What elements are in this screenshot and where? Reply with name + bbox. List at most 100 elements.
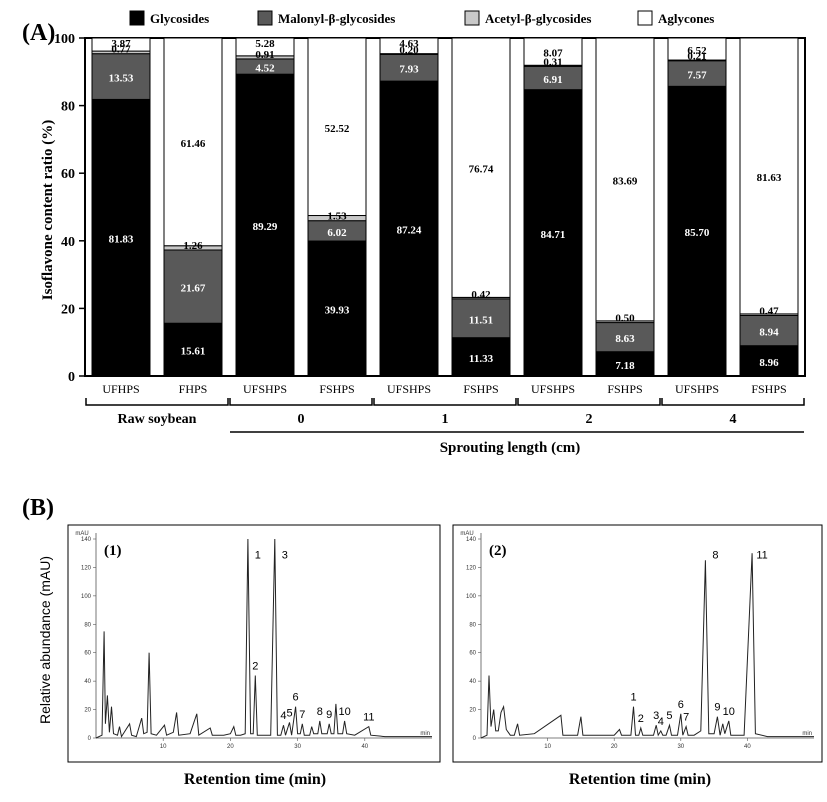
chromatogram-y-tick-label: 0 xyxy=(88,736,92,742)
bar-segment xyxy=(739,314,799,347)
bar-value-label: 15.61 xyxy=(181,346,206,358)
peak-label: 1 xyxy=(255,550,261,562)
y-tick-label: 80 xyxy=(61,100,75,115)
bar-segment xyxy=(451,337,511,377)
bar-value-label: 61.46 xyxy=(181,138,206,150)
chromatogram-y-tick-label: 60 xyxy=(469,651,476,657)
peak-label: 2 xyxy=(252,660,258,672)
chromatogram-y-axis-label: Relative abundance (mAU) xyxy=(37,556,53,724)
bar-value-label: 11.51 xyxy=(469,314,493,326)
legend-label: Acetyl-β-glycosides xyxy=(485,11,592,26)
bar-value-label: 84.71 xyxy=(541,229,566,241)
bar-segment xyxy=(307,37,367,217)
bar-value-label: 0.91 xyxy=(255,49,274,61)
group-label: 4 xyxy=(730,412,737,427)
chromatogram-y-tick-label: 140 xyxy=(81,537,92,543)
bar-value-label: 3.87 xyxy=(111,38,131,50)
chromatogram-y-unit-label: mAU xyxy=(460,531,473,537)
bar-segment xyxy=(451,37,511,298)
chromatogram-y-tick-label: 80 xyxy=(469,622,476,628)
chromatogram-y-tick-label: 20 xyxy=(84,708,91,714)
group-label: 0 xyxy=(298,412,305,427)
bar-value-label: 81.63 xyxy=(757,172,782,184)
bar-stack xyxy=(235,37,295,377)
legend-item: Glycosides xyxy=(129,10,209,26)
legend-item: Malonyl-β-glycosides xyxy=(257,10,395,26)
y-tick-label: 20 xyxy=(61,302,75,317)
bar-segment xyxy=(523,37,583,66)
peak-label: 1 xyxy=(630,692,636,704)
group-bracket xyxy=(373,398,517,406)
group-bracket xyxy=(517,398,661,406)
bar-stack xyxy=(451,37,511,377)
bar-value-label: 81.83 xyxy=(109,234,134,246)
group-label: Raw soybean xyxy=(118,412,197,427)
peak-label: 4 xyxy=(280,710,286,722)
chromatogram-trace xyxy=(480,553,814,739)
group-bracket xyxy=(229,398,373,406)
bar-value-label: 0.50 xyxy=(615,313,635,325)
legend-swatch xyxy=(637,10,653,26)
bar-segment xyxy=(667,60,727,87)
chromatogram-y-tick-label: 100 xyxy=(81,594,92,600)
bar-value-label: 83.69 xyxy=(613,175,638,187)
chromatogram-y-tick-label: 0 xyxy=(473,736,477,742)
panel-a-label: (A) xyxy=(22,20,55,46)
peak-label: 6 xyxy=(293,692,299,704)
chromatogram-y-tick-label: 120 xyxy=(466,565,477,571)
bar-segment xyxy=(91,53,151,100)
chromatogram-x-tick-label: 20 xyxy=(611,744,618,750)
bar-value-label: 4.52 xyxy=(255,63,275,75)
bar-segment xyxy=(91,37,151,52)
bar-value-label: 7.57 xyxy=(687,70,707,82)
bar-segment xyxy=(379,37,439,55)
chromatogram-x-tick-label: 30 xyxy=(677,744,684,750)
peak-label: 7 xyxy=(683,712,689,724)
x-tick-label: UFHPS xyxy=(102,382,139,396)
peak-label: 11 xyxy=(363,712,374,724)
chromatogram-x-tick-label: 10 xyxy=(544,744,551,750)
x-tick-label: FSHPS xyxy=(463,382,498,396)
chromatogram-x-unit-label: min xyxy=(420,731,430,737)
group-bracket xyxy=(85,398,229,406)
bar-value-label: 21.67 xyxy=(181,283,206,295)
chromatogram-x-tick-label: 40 xyxy=(744,744,751,750)
y-tick-label: 40 xyxy=(61,235,75,250)
bar-segment xyxy=(307,240,367,377)
chromatogram-x-tick-label: 20 xyxy=(227,744,234,750)
bar-value-label: 76.74 xyxy=(469,164,494,176)
x-tick-label: UFSHPS xyxy=(675,382,719,396)
bar-value-label: 0.21 xyxy=(687,51,706,63)
bar-value-label: 11.33 xyxy=(469,353,494,365)
legend-item: Acetyl-β-glycosides xyxy=(464,10,592,26)
x-tick-label: UFSHPS xyxy=(531,382,575,396)
peak-label: 4 xyxy=(658,716,664,728)
group-label: 1 xyxy=(442,412,449,427)
bar-value-label: 0.31 xyxy=(543,56,562,68)
bar-segment xyxy=(667,85,727,377)
bar-value-label: 39.93 xyxy=(325,305,350,317)
peak-label: 3 xyxy=(653,710,659,722)
legend-swatch xyxy=(129,10,145,26)
bar-plot-frame xyxy=(84,37,806,377)
bar-segment xyxy=(667,37,727,61)
bar-value-label: 8.07 xyxy=(543,48,563,60)
bar-value-label: 8.94 xyxy=(759,327,779,339)
x-tick-label: FHPS xyxy=(179,382,208,396)
peak-label: 8 xyxy=(317,706,323,718)
bar-stack xyxy=(379,37,439,377)
bar-value-label: 5.28 xyxy=(255,38,275,50)
bar-value-label: 1.53 xyxy=(327,211,347,223)
bar-value-label: 6.52 xyxy=(687,45,707,57)
legend-swatch xyxy=(257,10,273,26)
bar-stack xyxy=(739,37,799,377)
bar-stack xyxy=(595,37,655,377)
bar-value-label: 89.29 xyxy=(253,221,278,233)
chromatogram-y-tick-label: 60 xyxy=(84,651,91,657)
peak-label: 5 xyxy=(666,710,672,722)
chromatogram-panel-label: (2) xyxy=(489,543,507,559)
bar-value-label: 0.77 xyxy=(111,44,131,56)
